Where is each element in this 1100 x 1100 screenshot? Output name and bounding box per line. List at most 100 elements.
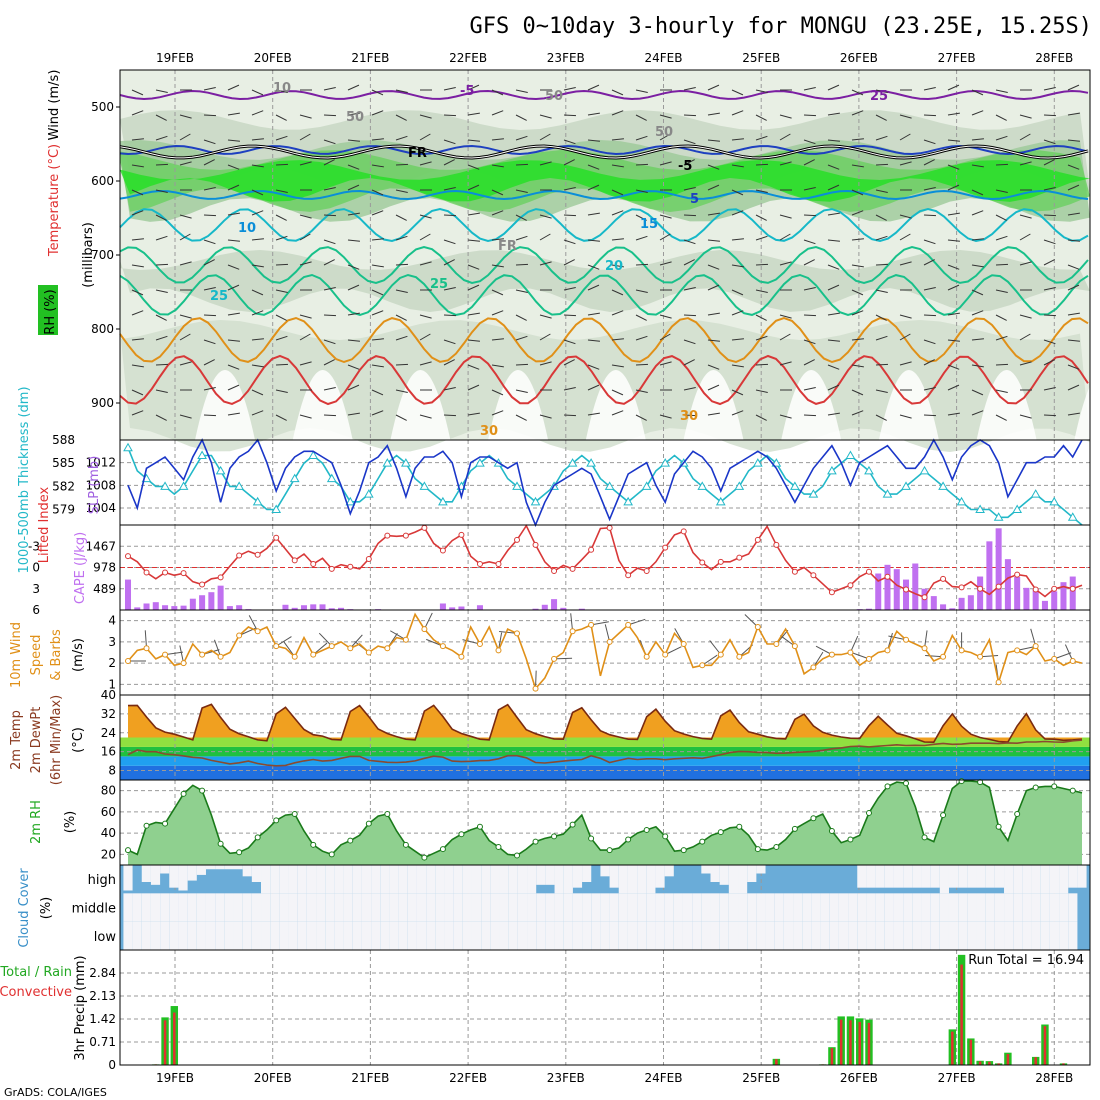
wind-barb — [827, 364, 840, 370]
wind-barb — [827, 164, 840, 170]
wind-barb — [563, 259, 575, 266]
cloud-gap — [1049, 865, 1060, 894]
rh-line-marker — [199, 787, 206, 794]
wind-barb — [1067, 164, 1080, 170]
wind-barb — [1067, 239, 1080, 242]
cloud-gap — [435, 865, 445, 894]
lifted-index-line-marker — [569, 565, 576, 572]
cloud-gap — [921, 921, 931, 950]
contour-label: 10 — [273, 81, 291, 96]
date-label-bottom: 22FEB — [449, 1071, 487, 1085]
cape-bar — [986, 541, 993, 610]
rh-line-marker — [754, 846, 761, 853]
cloud-gap — [178, 893, 188, 922]
wind-barb — [947, 312, 960, 316]
wind10-label: & Barbs — [49, 629, 64, 681]
wind-barb — [323, 114, 337, 117]
lifted-index-line-marker — [643, 568, 650, 575]
cloud-gap — [426, 865, 436, 894]
wind-speed-line-marker — [236, 632, 243, 639]
wind-barb — [803, 359, 815, 366]
cape-bar — [319, 604, 326, 610]
wind-barb-10m — [815, 645, 833, 656]
cloud-gap — [820, 893, 830, 922]
wind-barb-10m — [888, 635, 907, 641]
wind-tick-label: 3 — [108, 635, 116, 649]
date-label-top: 24FEB — [645, 51, 683, 65]
cloud-gap — [637, 893, 647, 922]
cloud-gap — [1013, 893, 1023, 922]
cape-bar — [458, 606, 465, 610]
thickness-line-marker — [345, 496, 356, 506]
wind-barb — [611, 289, 624, 296]
wind-barb — [515, 363, 529, 366]
cloud-gap — [738, 921, 748, 950]
cloud-gap — [1059, 865, 1069, 894]
wind-barb — [443, 387, 456, 391]
wind-barb — [1043, 259, 1055, 266]
cloud-gap — [875, 865, 885, 888]
wind-barb — [347, 284, 360, 291]
thickness-line-marker — [475, 458, 485, 467]
wind-barb — [803, 87, 816, 91]
wind-barb — [851, 310, 864, 316]
wind-barb — [611, 210, 624, 216]
cloud-gap — [343, 893, 353, 922]
wind-barb-10m — [1064, 644, 1074, 662]
cape-bar — [912, 563, 919, 610]
wind-barb — [275, 363, 289, 366]
precip-tick-label: 2.84 — [89, 966, 116, 980]
lifted-index-line-marker — [514, 536, 521, 543]
cloud-gap — [426, 893, 436, 922]
cape-tick-label: 1467 — [85, 539, 116, 553]
wind-barb — [131, 164, 144, 168]
cloud-gap — [279, 893, 289, 922]
cloud-gap — [1031, 921, 1041, 950]
cloud-gap — [205, 921, 216, 950]
temperature-area — [128, 704, 1082, 743]
wind-barb — [395, 363, 409, 366]
cloud-label: Cloud Cover — [17, 868, 32, 948]
cloud-gap — [297, 921, 307, 950]
cloud-gap — [352, 865, 362, 894]
wind-barb — [635, 89, 648, 93]
cloud-gap — [426, 921, 436, 950]
cloud-gap — [334, 921, 344, 950]
cloud-gap — [921, 893, 931, 922]
wind-barb — [347, 239, 360, 242]
wind-speed-line-marker — [495, 647, 502, 654]
slp-tick-label: 1012 — [85, 456, 116, 470]
wind-barb — [371, 410, 384, 416]
cloud-gap — [178, 865, 188, 891]
wind-barb — [299, 114, 312, 119]
wind-barb — [203, 314, 217, 317]
wind-barb — [971, 164, 984, 168]
wind-barb — [347, 139, 360, 142]
slp-label: SLP (mb) — [87, 456, 102, 515]
wind-barb — [467, 84, 480, 91]
wind-barb — [995, 135, 1008, 141]
cloud-gap — [536, 893, 546, 922]
cloud-gap — [306, 921, 317, 950]
cloud-gap — [398, 893, 408, 922]
cloud-gap — [389, 893, 399, 922]
pressure-tick-label: 800 — [91, 322, 114, 336]
wind-barb — [707, 312, 720, 316]
cape-bar — [893, 569, 900, 610]
cloud-gap — [215, 893, 225, 922]
wind-barb-10m — [213, 639, 222, 657]
wind-barb — [923, 114, 937, 117]
wind-barb — [755, 189, 768, 193]
wind-barb — [323, 159, 335, 166]
wind-barb — [155, 414, 167, 421]
cloud-gap — [1031, 865, 1041, 894]
wind-speed-line-marker — [995, 679, 1002, 686]
cloud-gap — [508, 921, 518, 950]
wind10-label: 10m Wind — [9, 622, 24, 688]
cloud-gap — [1031, 893, 1041, 922]
cloud-gap — [664, 921, 674, 950]
cloud-gap — [371, 865, 381, 894]
cloud-gap — [1013, 865, 1023, 894]
cloud-gap — [527, 865, 537, 894]
wind-barb — [611, 138, 624, 141]
